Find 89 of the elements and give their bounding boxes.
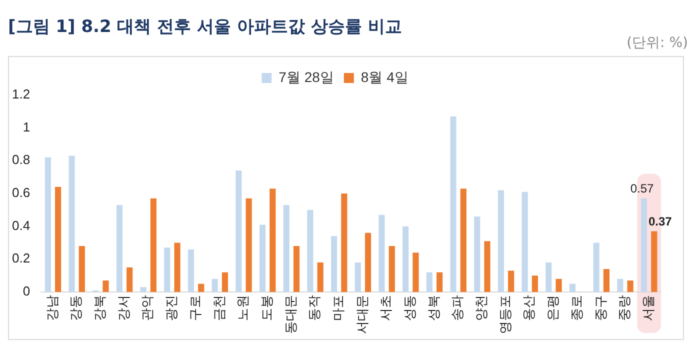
x-tick-label: 강동 xyxy=(69,295,84,321)
bar xyxy=(174,242,180,292)
bar xyxy=(68,156,75,292)
bar xyxy=(44,157,51,292)
bar xyxy=(270,188,276,292)
bar xyxy=(436,272,443,292)
bar xyxy=(293,246,300,292)
bar xyxy=(640,198,648,292)
y-tick-label: 0.8 xyxy=(12,152,30,168)
bar xyxy=(198,284,204,292)
x-tick-label: 관악 xyxy=(140,295,156,321)
x-tick-label: 성동 xyxy=(403,295,418,321)
data-label: 0.37 xyxy=(648,214,672,229)
bar xyxy=(259,224,266,292)
legend-label: 8월 4일 xyxy=(360,68,408,85)
data-label: 0.57 xyxy=(630,182,654,196)
y-tick-label: 1.2 xyxy=(12,86,30,102)
x-tick-label: 양천 xyxy=(474,295,490,321)
x-tick-label: 강북 xyxy=(93,295,108,321)
bar xyxy=(474,216,480,292)
x-tick-label: 은평 xyxy=(546,295,562,321)
x-tick-label: 서대문 xyxy=(355,295,370,334)
bar xyxy=(484,241,490,292)
x-tick-label: 동작 xyxy=(308,295,323,321)
x-tick-label: 송파 xyxy=(450,295,466,321)
bar xyxy=(522,192,528,292)
bar xyxy=(627,280,634,292)
y-tick-label: 0.4 xyxy=(12,218,30,233)
bar xyxy=(164,248,170,292)
bar xyxy=(283,204,290,292)
x-tick-label: 광진 xyxy=(164,295,180,321)
bar xyxy=(140,287,146,292)
bar xyxy=(402,226,409,292)
x-tick-label: 용산 xyxy=(522,295,538,321)
bar xyxy=(593,242,600,292)
bar xyxy=(651,231,658,292)
bar xyxy=(126,267,133,292)
bar xyxy=(556,278,562,292)
bar xyxy=(102,280,109,292)
bar xyxy=(236,170,242,292)
x-tick-label: 서울 xyxy=(641,295,656,321)
bar xyxy=(354,262,361,292)
bar xyxy=(532,276,538,292)
bar xyxy=(378,214,385,292)
bar xyxy=(331,236,338,292)
bar xyxy=(603,269,610,292)
x-tick-label: 도봉 xyxy=(260,295,275,321)
y-tick-label: 0.6 xyxy=(12,185,30,200)
bar xyxy=(188,249,194,292)
text: (단위: %) xyxy=(626,34,688,52)
x-tick-label: 구로 xyxy=(188,295,204,321)
x-tick-label: 금천 xyxy=(212,295,228,321)
x-tick-label: 중구 xyxy=(594,295,609,321)
bar xyxy=(460,188,466,292)
bar xyxy=(212,278,218,292)
bar xyxy=(150,198,156,292)
bar xyxy=(55,186,62,292)
bar xyxy=(388,246,395,292)
x-tick-label: 서초 xyxy=(379,295,394,321)
bar xyxy=(412,252,419,292)
bar xyxy=(364,232,372,292)
y-tick-label: 0.2 xyxy=(12,250,30,266)
x-tick-label: 강남 xyxy=(45,295,60,321)
x-tick-label: 종로 xyxy=(570,295,585,321)
legend-label: 7월 28일 xyxy=(278,68,334,85)
bar xyxy=(498,190,504,292)
bar xyxy=(426,272,432,292)
bar xyxy=(116,204,122,292)
x-tick-label: 마포 xyxy=(331,295,346,321)
bar xyxy=(450,116,456,292)
bar xyxy=(246,198,252,292)
y-tick-label: 0 xyxy=(22,284,30,299)
bar xyxy=(222,272,228,292)
bar xyxy=(508,270,514,292)
bar xyxy=(78,246,85,292)
x-tick-label: 영등포 xyxy=(498,295,514,334)
bar xyxy=(317,262,324,292)
x-tick-label: 성북 xyxy=(426,295,442,321)
y-tick-label: 1 xyxy=(22,119,30,134)
bar xyxy=(617,278,624,292)
bar xyxy=(307,210,314,292)
x-tick-label: 중랑 xyxy=(618,295,633,321)
chart-title: [그림 1] 8.2 대책 전후 서울 아파트값 상승률 비교 xyxy=(8,16,402,38)
bar xyxy=(546,262,552,292)
x-tick-label: 노원 xyxy=(236,295,252,321)
bar xyxy=(569,284,576,292)
x-tick-label: 강서 xyxy=(116,295,132,321)
bar xyxy=(341,194,348,292)
x-tick-label: 동대문 xyxy=(284,295,299,334)
